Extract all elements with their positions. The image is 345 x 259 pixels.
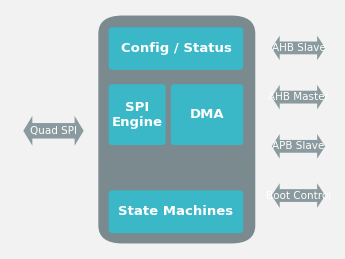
- Text: AHB Master: AHB Master: [268, 92, 329, 102]
- Text: APB Slave: APB Slave: [272, 141, 325, 151]
- Polygon shape: [23, 116, 83, 146]
- Polygon shape: [272, 183, 325, 208]
- FancyBboxPatch shape: [109, 84, 166, 145]
- Text: Quad SPI: Quad SPI: [30, 126, 77, 136]
- Polygon shape: [272, 36, 325, 60]
- FancyBboxPatch shape: [109, 190, 243, 233]
- Text: Config / Status: Config / Status: [120, 42, 231, 55]
- Text: AHB Slave: AHB Slave: [272, 43, 325, 53]
- FancyBboxPatch shape: [171, 84, 243, 145]
- FancyBboxPatch shape: [98, 16, 255, 243]
- Text: State Machines: State Machines: [118, 205, 234, 218]
- Text: DMA: DMA: [190, 108, 224, 121]
- Polygon shape: [272, 134, 325, 159]
- Text: SPI
Engine: SPI Engine: [112, 100, 162, 129]
- Polygon shape: [272, 85, 325, 110]
- FancyBboxPatch shape: [109, 27, 243, 70]
- Text: Boot Control: Boot Control: [266, 191, 331, 200]
